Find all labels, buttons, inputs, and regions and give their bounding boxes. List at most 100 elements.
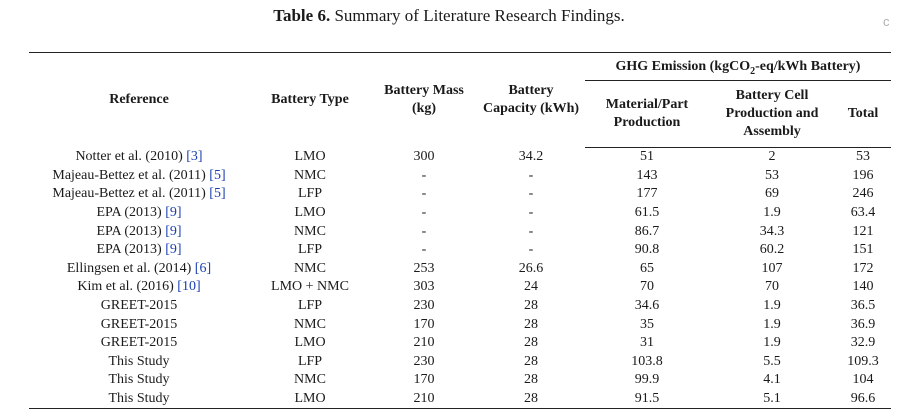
cell-material-production: 143 [636, 167, 658, 183]
cell-cell-production: 70 [765, 279, 779, 295]
cell-reference: This Study [29, 353, 249, 372]
literature-findings-table: Reference Battery Type Battery Mass (kg)… [29, 52, 891, 410]
cell-reference: Ellingsen et al. (2014) [6] [29, 260, 249, 279]
cell-cell-production: 34.3 [759, 223, 785, 239]
cell-battery-capacity: 24 [524, 279, 538, 295]
citation-link[interactable]: [5] [209, 186, 226, 202]
table-row: This Study LFP 230 28 103.8 5.5 109.3 [29, 353, 891, 372]
header-battery-mass: Battery Mass (kg) [371, 52, 477, 148]
cell-total: 36.9 [850, 316, 876, 332]
reference-text: EPA (2013) [96, 223, 162, 239]
cell-total: 246 [852, 186, 874, 202]
cell-battery-capacity: 26.6 [518, 260, 544, 276]
cell-battery-capacity: - [528, 167, 534, 183]
citation-link[interactable]: [9] [165, 242, 182, 258]
cell-cell-production: 1.9 [763, 316, 781, 332]
cell-battery-mass: 300 [413, 149, 435, 165]
reference-text: EPA (2013) [96, 242, 162, 258]
cell-material-production: 90.8 [634, 242, 660, 258]
citation-link[interactable]: [10] [177, 279, 201, 295]
reference-text: This Study [108, 353, 170, 369]
cell-total: 109.3 [847, 353, 879, 369]
cell-battery-type: LFP [297, 186, 323, 202]
cell-battery-type: LMO + NMC [271, 279, 349, 295]
cell-reference: Notter et al. (2010) [3] [29, 148, 249, 167]
cell-battery-mass: 230 [413, 298, 435, 314]
reference-text: Majeau-Bettez et al. (2011) [52, 186, 206, 202]
table-row: EPA (2013) [9] LMO - - 61.5 1.9 63.4 [29, 204, 891, 223]
cell-material-production: 31 [640, 335, 654, 351]
cell-reference: EPA (2013) [9] [29, 241, 249, 260]
table-row: GREET-2015 LMO 210 28 31 1.9 32.9 [29, 334, 891, 353]
header-ghg-emission: GHG Emission (kgCO2-eq/kWh Battery) [585, 52, 891, 81]
cell-total: 121 [852, 223, 874, 239]
cell-battery-capacity: 28 [524, 298, 538, 314]
table-row: Kim et al. (2016) [10] LMO + NMC 303 24 70 70… [29, 278, 891, 297]
table-caption-text: Summary of Literature Research Findings. [334, 6, 625, 25]
reference-text: GREET-2015 [100, 298, 178, 314]
cell-material-production: 177 [636, 186, 658, 202]
cell-material-production: 70 [640, 279, 654, 295]
cell-battery-mass: - [421, 186, 427, 202]
cell-reference: GREET-2015 [29, 315, 249, 334]
citation-link[interactable]: [6] [194, 260, 212, 276]
cell-material-production: 65 [640, 260, 654, 276]
cell-battery-type: LFP [297, 298, 323, 314]
cell-cell-production: 4.1 [763, 372, 781, 388]
table-row: GREET-2015 NMC 170 28 35 1.9 36.9 [29, 315, 891, 334]
header-battery-capacity: Battery Capacity (kWh) [477, 52, 585, 148]
cell-battery-capacity: 28 [524, 372, 538, 388]
cell-cell-production: 5.5 [763, 353, 781, 369]
cell-battery-type: LMO [294, 205, 326, 221]
citation-link[interactable]: [9] [165, 223, 182, 239]
cell-total: 196 [852, 167, 874, 183]
reference-text: This Study [108, 391, 170, 407]
cell-battery-mass: 210 [371, 389, 477, 410]
cell-battery-capacity: - [528, 242, 534, 258]
cell-battery-capacity: 28 [524, 353, 538, 369]
cell-material-production: 35 [640, 316, 654, 332]
cell-material-production: 91.5 [585, 389, 709, 410]
header-material-production: Material/Part Production [585, 80, 709, 148]
cell-material-production: 51 [640, 149, 654, 165]
cell-battery-type: NMC [294, 372, 326, 388]
cell-cell-production: 53 [765, 167, 779, 183]
cell-battery-mass: 170 [413, 372, 435, 388]
table-row: Majeau-Bettez et al. (2011) [5] LFP - - 177 6… [29, 185, 891, 204]
cell-total: 151 [852, 242, 874, 258]
cell-battery-capacity: - [528, 186, 534, 202]
cell-reference: Majeau-Bettez et al. (2011) [5] [29, 167, 249, 186]
cell-battery-capacity: 28 [477, 389, 585, 410]
cell-battery-mass: 170 [413, 316, 435, 332]
reference-text: Majeau-Bettez et al. (2011) [52, 167, 206, 183]
cell-reference: EPA (2013) [9] [29, 204, 249, 223]
cell-battery-mass: 253 [413, 260, 435, 276]
cell-battery-type: LFP [297, 353, 323, 369]
edge-glyph: c [883, 14, 890, 29]
cell-total: 172 [852, 260, 874, 276]
citation-link[interactable]: [9] [165, 205, 182, 221]
cell-reference: GREET-2015 [29, 297, 249, 316]
table-caption: Table 6. Summary of Literature Research … [0, 6, 898, 26]
citation-link[interactable]: [5] [209, 167, 226, 183]
table-row: GREET-2015 LFP 230 28 34.6 1.9 36.5 [29, 297, 891, 316]
cell-total: 140 [852, 279, 874, 295]
cell-reference: EPA (2013) [9] [29, 222, 249, 241]
table-row: Ellingsen et al. (2014) [6] NMC 253 26.6 65 1… [29, 260, 891, 279]
table-row: Notter et al. (2010) [3] LMO 300 34.2 51 2 53 [29, 148, 891, 167]
cell-total: 32.9 [850, 335, 876, 351]
header-ghg-prefix: GHG Emission (kgCO [615, 58, 751, 74]
cell-reference: This Study [29, 371, 249, 390]
cell-total: 36.5 [850, 298, 876, 314]
cell-cell-production: 2 [768, 149, 776, 165]
cell-material-production: 99.9 [634, 372, 660, 388]
cell-battery-mass: - [421, 205, 427, 221]
cell-reference: GREET-2015 [29, 334, 249, 353]
table-caption-label: Table 6. [273, 6, 331, 25]
cell-battery-mass: 230 [413, 353, 435, 369]
reference-text: EPA (2013) [96, 205, 162, 221]
header-total: Total [835, 80, 891, 148]
citation-link[interactable]: [3] [186, 149, 203, 165]
cell-material-production: 34.6 [634, 298, 660, 314]
cell-material-production: 86.7 [634, 223, 660, 239]
